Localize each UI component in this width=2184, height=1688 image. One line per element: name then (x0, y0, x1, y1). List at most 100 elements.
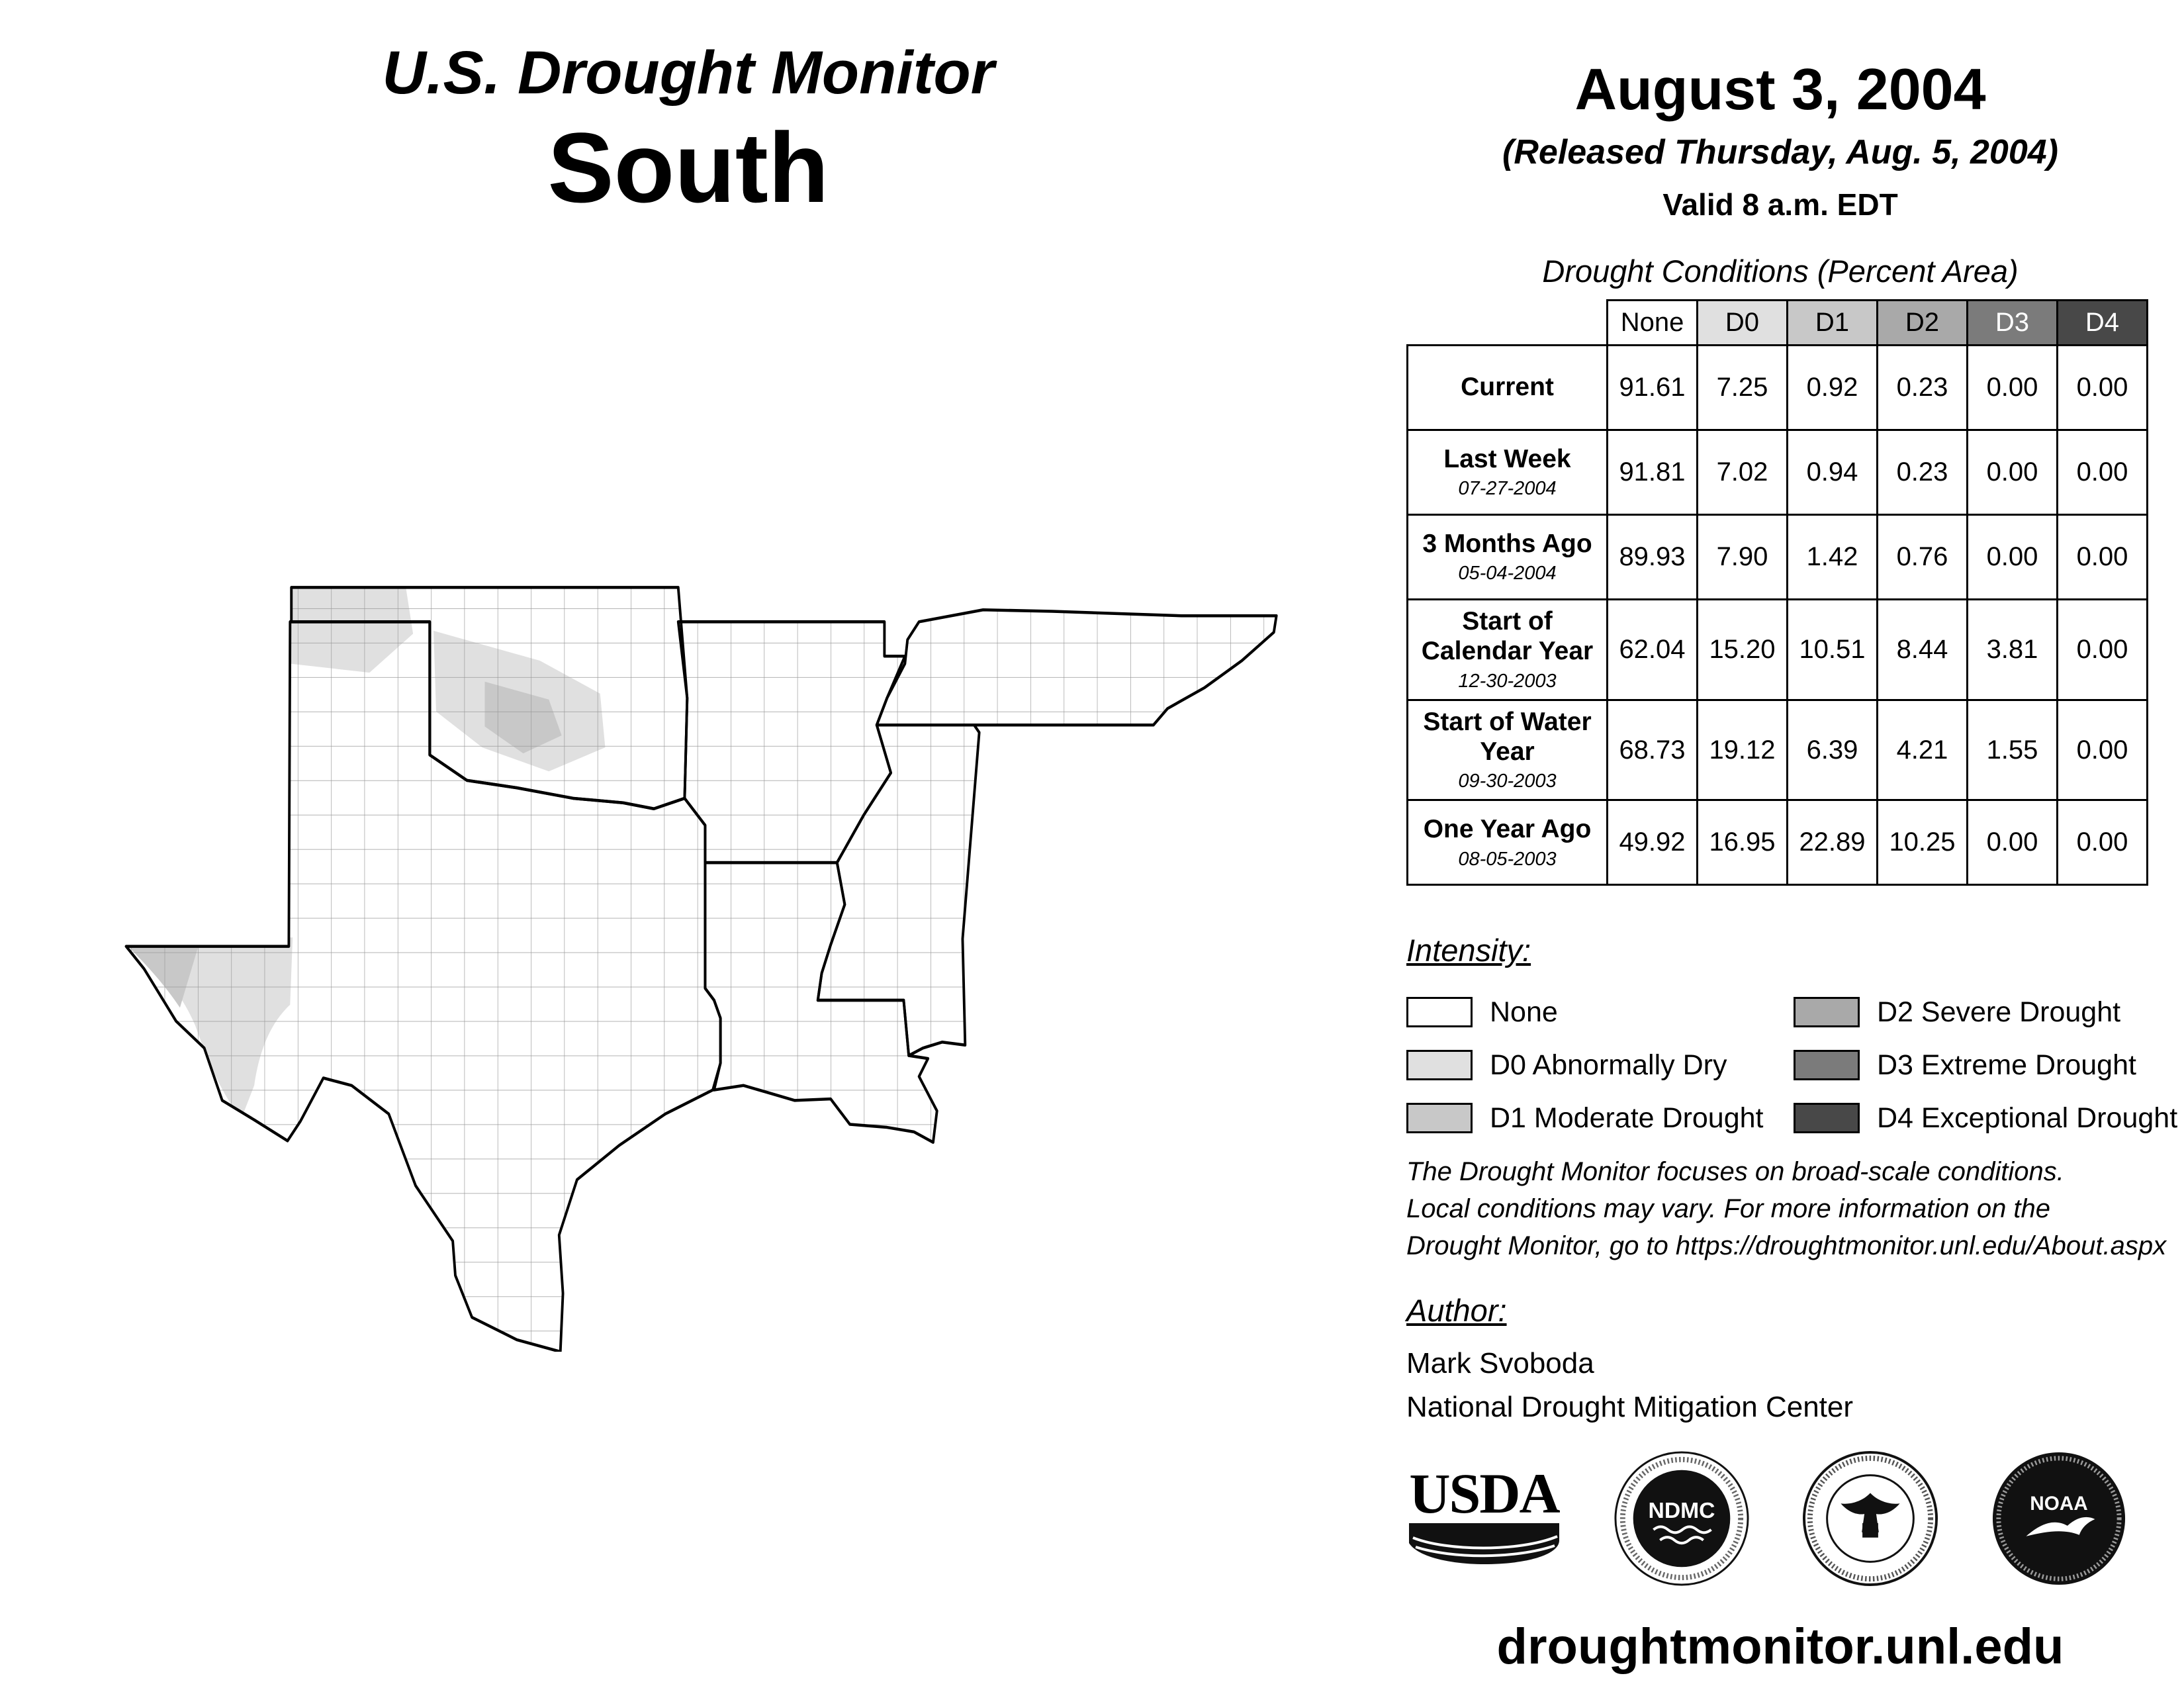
legend-swatch-d0 (1406, 1050, 1473, 1080)
page-title: U.S. Drought Monitor (382, 39, 995, 107)
table-value-cell: 0.23 (1876, 344, 1968, 431)
legend-item-d4: D4 Exceptional Drought (1794, 1102, 2177, 1135)
author-name: Mark Svoboda (1406, 1347, 1594, 1380)
drought-map (98, 574, 1289, 1352)
table-value-cell: 68.73 (1606, 698, 1698, 802)
table-header-row: None D0 D1 D2 D3 D4 (1407, 299, 2148, 346)
table-value-cell: 0.00 (2056, 698, 2148, 802)
table-value-cell: 0.00 (2056, 598, 2148, 701)
table-value-cell: 0.94 (1786, 429, 1878, 516)
intensity-legend: Intensity: None D0 Abnormally Dry D1 Mod… (1406, 932, 2177, 1145)
disclaimer-text: The Drought Monitor focuses on broad-sca… (1406, 1153, 2166, 1264)
usda-logo-text: USDA (1409, 1461, 1560, 1525)
table-row-label: 3 Months Ago 05-04-2004 (1406, 514, 1608, 600)
county-lines (126, 587, 1277, 1352)
col-header-d3: D3 (1966, 299, 2058, 346)
table-row-label: Start of Water Year 09-30-2003 (1406, 698, 1608, 802)
noaa-logo-text: NOAA (2030, 1493, 2087, 1515)
table-value-cell: 91.61 (1606, 344, 1698, 431)
title-block: U.S. Drought Monitor South (192, 38, 1185, 225)
table-value-cell: 91.81 (1606, 429, 1698, 516)
legend-item-d1: D1 Moderate Drought (1406, 1102, 1794, 1135)
disclaimer-line-3: Drought Monitor, go to https://droughtmo… (1406, 1231, 2167, 1260)
table-row-label: Last Week 07-27-2004 (1406, 429, 1608, 516)
table-value-cell: 15.20 (1696, 598, 1788, 701)
table-value-cell: 10.25 (1876, 799, 1968, 886)
table-row-start-calendar-year: Start of Calendar Year 12-30-2003 62.04 … (1406, 598, 2148, 701)
table-row-label: Start of Calendar Year 12-30-2003 (1406, 598, 1608, 701)
table-value-cell: 4.21 (1876, 698, 1968, 802)
table-value-cell: 89.93 (1606, 514, 1698, 600)
eagle-icon (1841, 1493, 1900, 1532)
table-value-cell: 7.02 (1696, 429, 1788, 516)
region-title: South (547, 112, 829, 223)
table-value-cell: 1.55 (1966, 698, 2058, 802)
table-value-cell: 6.39 (1786, 698, 1878, 802)
commerce-seal-logo (1802, 1450, 1938, 1587)
ndmc-logo: NDMC (1614, 1451, 1749, 1586)
table-value-cell: 22.89 (1786, 799, 1878, 886)
table-value-cell: 49.92 (1606, 799, 1698, 886)
noaa-logo: NOAA (1992, 1452, 2126, 1585)
table-value-cell: 0.00 (2056, 799, 2148, 886)
legend-item-d3: D3 Extreme Drought (1794, 1049, 2177, 1082)
author-heading: Author: (1406, 1293, 1507, 1328)
usda-swoosh-icon (1409, 1523, 1559, 1565)
legend-item-d2: D2 Severe Drought (1794, 996, 2177, 1029)
table-row-current: Current 91.61 7.25 0.92 0.23 0.00 0.00 (1406, 344, 2148, 431)
table-value-cell: 1.42 (1786, 514, 1878, 600)
table-value-cell: 19.12 (1696, 698, 1788, 802)
table-value-cell: 8.44 (1876, 598, 1968, 701)
col-header-none: None (1606, 299, 1698, 346)
legend-item-none: None (1406, 996, 1794, 1029)
col-header-d1: D1 (1786, 299, 1878, 346)
table-corner-spacer (1407, 300, 1608, 346)
table-value-cell: 0.00 (2056, 429, 2148, 516)
table-row-3-months-ago: 3 Months Ago 05-04-2004 89.93 7.90 1.42 … (1406, 514, 2148, 600)
table-value-cell: 0.00 (2056, 344, 2148, 431)
table-value-cell: 0.00 (1966, 799, 2058, 886)
legend-swatch-d4 (1794, 1103, 1860, 1133)
table-value-cell: 10.51 (1786, 598, 1878, 701)
table-value-cell: 0.00 (1966, 514, 2058, 600)
table-value-cell: 0.23 (1876, 429, 1968, 516)
col-header-d0: D0 (1696, 299, 1788, 346)
drought-conditions-table: None D0 D1 D2 D3 D4 Current 91.61 7.25 0… (1406, 299, 2148, 886)
table-title: Drought Conditions (Percent Area) (1542, 254, 2019, 289)
seagull-icon (2026, 1517, 2095, 1536)
table-value-cell: 7.90 (1696, 514, 1788, 600)
logos-row: USDA NDMC NOAA (1406, 1450, 2128, 1587)
drought-map-container (98, 574, 1289, 1352)
legend-heading: Intensity: (1406, 933, 1531, 968)
table-value-cell: 0.76 (1876, 514, 1968, 600)
legend-item-d0: D0 Abnormally Dry (1406, 1049, 1794, 1082)
legend-swatch-none (1406, 997, 1473, 1027)
disclaimer-line-2: Local conditions may vary. For more info… (1406, 1194, 2051, 1223)
disclaimer-line-1: The Drought Monitor focuses on broad-sca… (1406, 1157, 2064, 1186)
footer-url: droughtmonitor.unl.edu (1496, 1618, 2064, 1675)
legend-swatch-d3 (1794, 1050, 1860, 1080)
table-value-cell: 7.25 (1696, 344, 1788, 431)
released-date: (Released Thursday, Aug. 5, 2004) (1502, 133, 2058, 171)
map-date: August 3, 2004 (1574, 56, 1986, 122)
table-row-label: One Year Ago 08-05-2003 (1406, 799, 1608, 886)
table-row-last-week: Last Week 07-27-2004 91.81 7.02 0.94 0.2… (1406, 429, 2148, 516)
col-header-d4: D4 (2056, 299, 2148, 346)
col-header-d2: D2 (1876, 299, 1968, 346)
author-org: National Drought Mitigation Center (1406, 1391, 1854, 1423)
valid-time: Valid 8 a.m. EDT (1662, 187, 1898, 222)
ndmc-wave-icon (1653, 1525, 1712, 1534)
table-row-one-year-ago: One Year Ago 08-05-2003 49.92 16.95 22.8… (1406, 799, 2148, 886)
county-grid (126, 587, 1277, 1352)
ndmc-logo-text: NDMC (1649, 1499, 1715, 1523)
table-value-cell: 16.95 (1696, 799, 1788, 886)
date-block: August 3, 2004 (Released Thursday, Aug. … (1416, 56, 2144, 222)
table-value-cell: 0.00 (1966, 344, 2058, 431)
table-row-start-water-year: Start of Water Year 09-30-2003 68.73 19.… (1406, 698, 2148, 802)
table-value-cell: 3.81 (1966, 598, 2058, 701)
table-value-cell: 0.92 (1786, 344, 1878, 431)
author-block: Author: Mark Svoboda National Drought Mi… (1406, 1292, 1853, 1424)
legend-swatch-d2 (1794, 997, 1860, 1027)
legend-swatch-d1 (1406, 1103, 1473, 1133)
table-value-cell: 0.00 (2056, 514, 2148, 600)
